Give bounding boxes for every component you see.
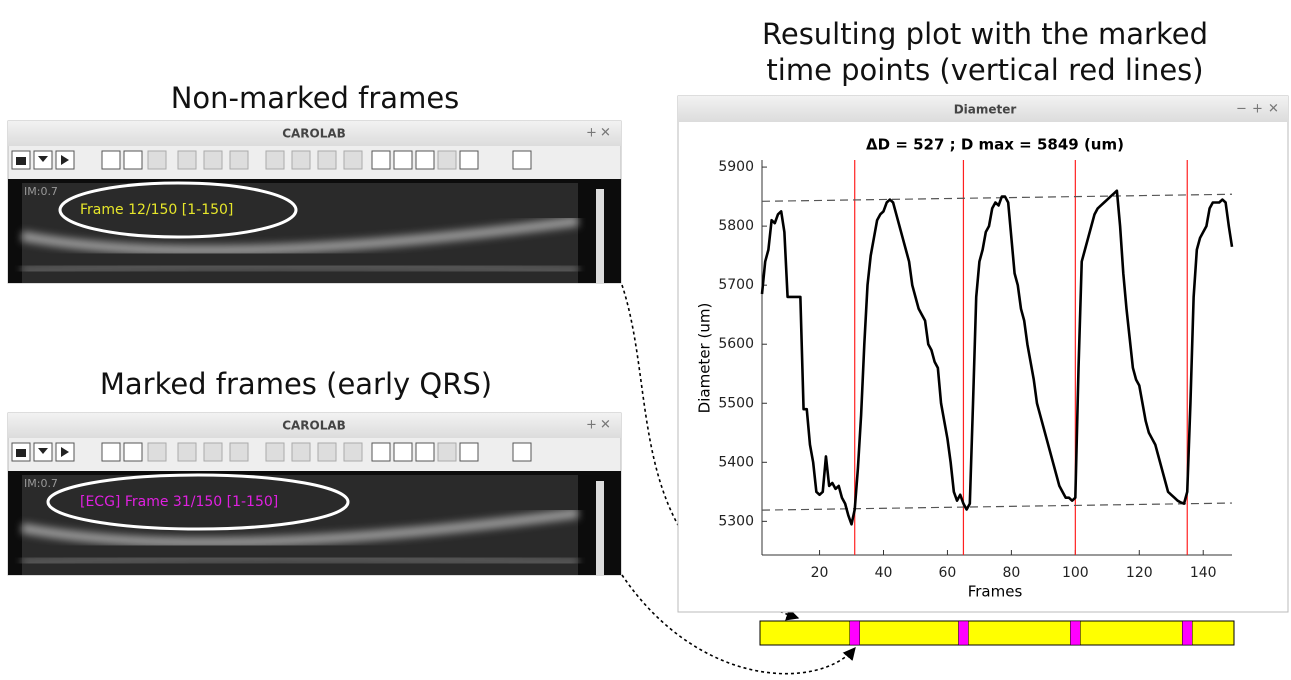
caption: time points (vertical red lines) — [766, 53, 1203, 87]
chart-title: ΔD = 527 ; D max = 5849 (um) — [866, 136, 1124, 154]
caption: Resulting plot with the marked — [762, 17, 1208, 51]
y-axis-label: Diameter (um) — [696, 303, 714, 414]
svg-text:+: + — [1252, 102, 1263, 117]
svg-text:−: − — [1236, 102, 1247, 117]
zoom-label: IM:0.7 — [24, 185, 58, 198]
page: + ✕ Resulting plot with the marked time p… — [0, 0, 1291, 680]
caption: Non-marked frames — [171, 81, 460, 115]
y-tick-label: 5300 — [718, 513, 754, 529]
window-title: Diameter — [954, 103, 1017, 117]
x-axis-label: Frames — [968, 583, 1023, 601]
frame-label: Frame 12/150 [1-150] — [80, 202, 233, 218]
window-title: CAROLAB — [282, 419, 346, 433]
timeline-mark — [1182, 621, 1192, 645]
y-tick-label: 5800 — [718, 218, 754, 234]
y-tick-label: 5600 — [718, 336, 754, 352]
x-tick-label: 40 — [875, 565, 893, 581]
figure: + ✕ Resulting plot with the marked time p… — [0, 0, 1291, 680]
y-tick-label: 5400 — [718, 454, 754, 470]
y-tick-label: 5900 — [718, 159, 754, 175]
timeline-mark — [1070, 621, 1080, 645]
viewer-window: CAROLAB IM:0.7 [ECG] Frame 31/150 [1-150… — [8, 413, 621, 575]
window-title: CAROLAB — [282, 127, 346, 141]
y-tick-label: 5500 — [718, 395, 754, 411]
svg-text:✕: ✕ — [1268, 102, 1279, 117]
frame-label: [ECG] Frame 31/150 [1-150] — [80, 494, 278, 510]
x-tick-label: 80 — [1002, 565, 1020, 581]
x-tick-label: 120 — [1126, 565, 1153, 581]
x-tick-label: 140 — [1190, 565, 1217, 581]
caption: Marked frames (early QRS) — [100, 367, 492, 401]
x-tick-label: 100 — [1062, 565, 1089, 581]
timeline-mark — [850, 621, 860, 645]
timeline-mark — [958, 621, 968, 645]
zoom-label: IM:0.7 — [24, 477, 58, 490]
viewer-window: CAROLAB IM:0.7 Frame 12/150 [1-150] — [8, 121, 621, 283]
x-tick-label: 60 — [939, 565, 957, 581]
timeline — [760, 621, 1234, 645]
y-tick-label: 5700 — [718, 277, 754, 293]
x-tick-label: 20 — [811, 565, 829, 581]
